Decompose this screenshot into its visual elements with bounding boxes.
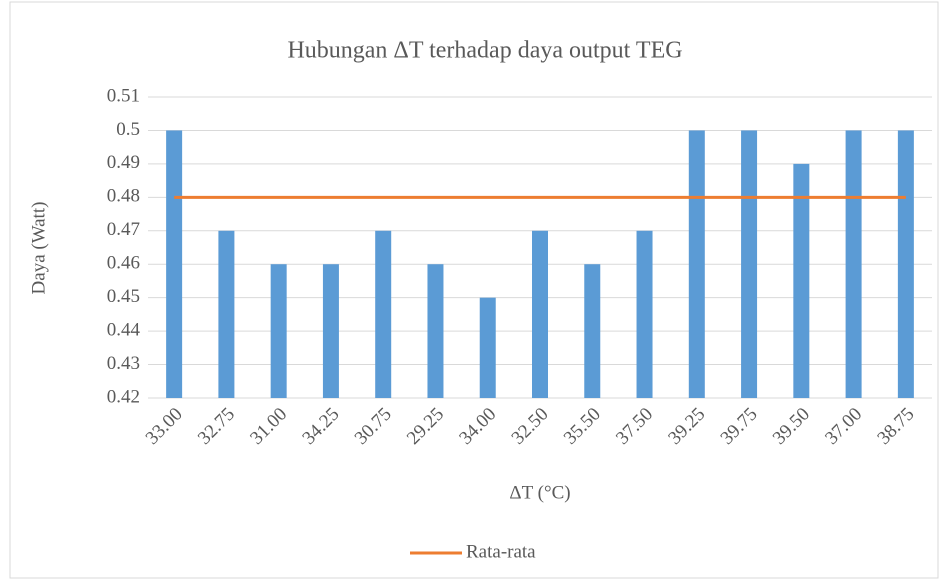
bar bbox=[897, 130, 914, 398]
bar bbox=[793, 163, 810, 398]
bar bbox=[166, 130, 183, 398]
legend-label: Rata-rata bbox=[466, 541, 536, 562]
bar bbox=[845, 130, 862, 398]
bar bbox=[427, 264, 444, 398]
bar bbox=[532, 230, 548, 398]
bar bbox=[322, 264, 339, 398]
y-tick-label: 0.5 bbox=[116, 119, 140, 140]
bar bbox=[375, 230, 392, 398]
y-tick-label: 0.43 bbox=[107, 353, 140, 374]
y-tick-label: 0.48 bbox=[107, 186, 140, 207]
bar bbox=[741, 130, 758, 398]
y-axis-label: Daya (Watt) bbox=[28, 202, 49, 295]
bar bbox=[270, 264, 287, 398]
y-tick-label: 0.49 bbox=[107, 152, 140, 173]
bar bbox=[584, 264, 601, 398]
y-tick-label: 0.46 bbox=[107, 253, 140, 274]
bar bbox=[479, 297, 496, 398]
chart-frame bbox=[9, 1, 939, 579]
x-axis-label: ΔT (°C) bbox=[509, 482, 570, 503]
y-tick-label: 0.42 bbox=[107, 386, 140, 407]
chart-title: Hubungan ΔT terhadap daya output TEG bbox=[287, 38, 682, 64]
y-tick-label: 0.45 bbox=[107, 286, 140, 307]
y-tick-label: 0.47 bbox=[107, 219, 140, 240]
bar bbox=[636, 230, 653, 398]
y-tick-label: 0.44 bbox=[107, 319, 141, 340]
bar bbox=[218, 230, 235, 398]
y-tick-label: 0.51 bbox=[107, 85, 140, 106]
bar bbox=[688, 130, 705, 398]
